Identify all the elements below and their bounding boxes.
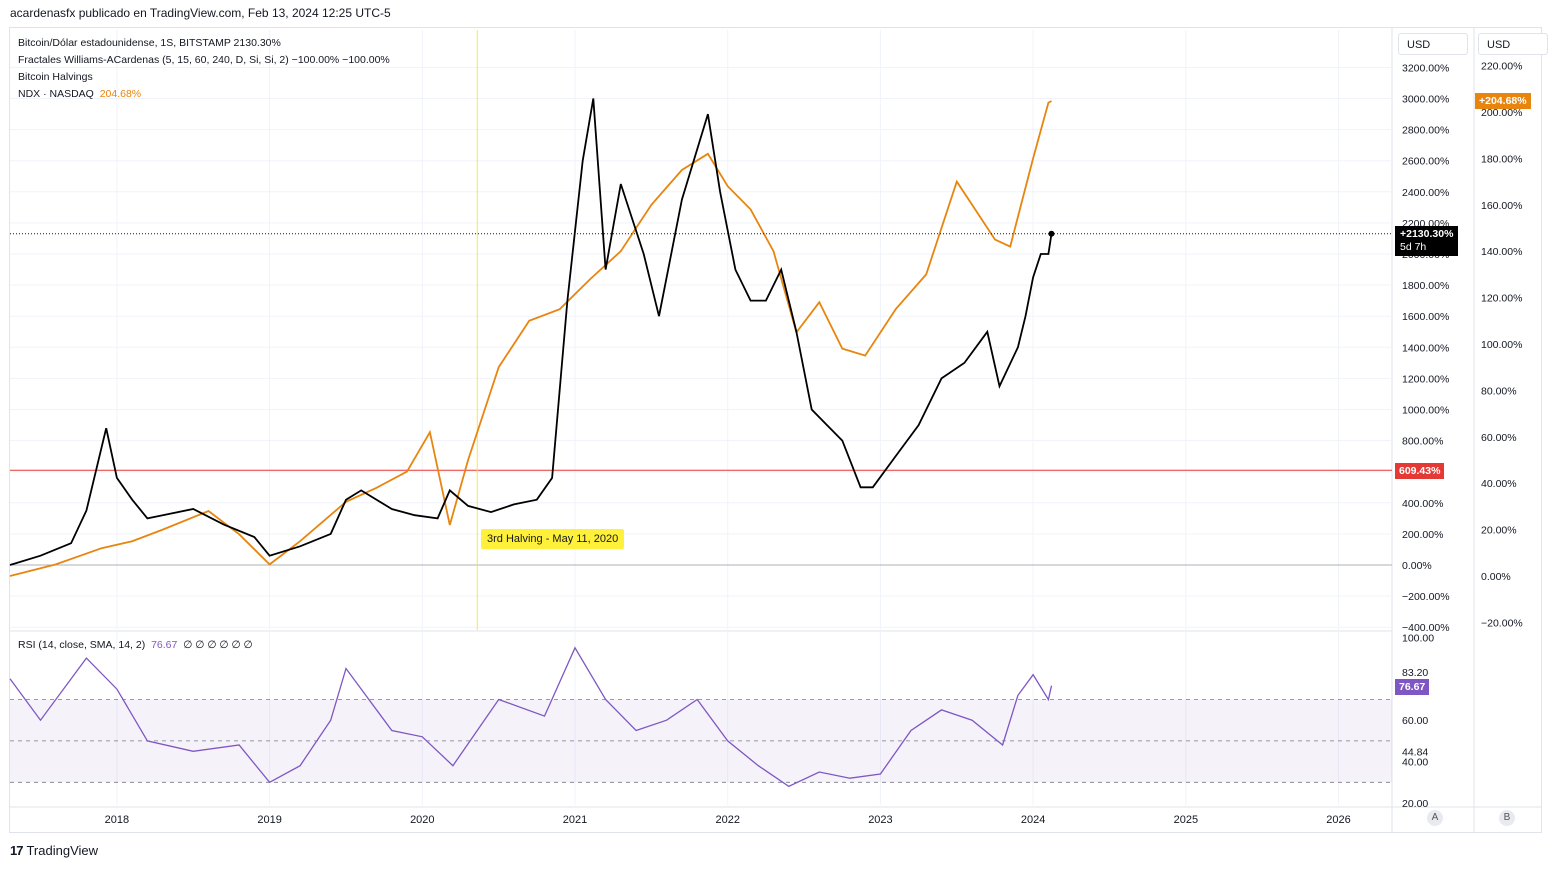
right-axis-tick-label: 180.00% — [1481, 153, 1522, 165]
left-axis-tick-label: −400.00% — [1402, 622, 1450, 634]
left-axis-tick-label: 2800.00% — [1402, 125, 1449, 137]
right-axis-tick-label: 80.00% — [1481, 385, 1517, 397]
ndx-series-line — [9, 100, 1052, 577]
right-axis-tick-label: 100.00% — [1481, 339, 1522, 351]
rsi-axis-tick-label: 100.00 — [1402, 632, 1434, 644]
x-axis-tick-label: 2019 — [257, 814, 281, 826]
right-axis-tick-label: 200.00% — [1481, 107, 1522, 119]
left-axis-tick-label: 3200.00% — [1402, 62, 1449, 74]
right-axis-tick-label: 60.00% — [1481, 432, 1517, 444]
left-axis-tick-label: 0.00% — [1402, 560, 1432, 572]
auto-scale-button[interactable]: A — [1427, 810, 1443, 826]
right-axis-tick-label: 140.00% — [1481, 246, 1522, 258]
x-axis-tick-label: 2026 — [1326, 814, 1350, 826]
left-axis-tick-label: 2600.00% — [1402, 156, 1449, 168]
rsi-legend[interactable]: RSI (14, close, SMA, 14, 2) 76.67 ∅ ∅ ∅ … — [18, 639, 253, 651]
right-axis-tick-label: 0.00% — [1481, 571, 1511, 583]
x-axis-tick-label: 2023 — [868, 814, 892, 826]
left-axis-tick-label: 800.00% — [1402, 436, 1443, 448]
left-axis-tick-label: 2400.00% — [1402, 187, 1449, 199]
btc-series-line — [9, 98, 1053, 566]
rsi-axis-tick-label: 44.84 — [1402, 747, 1428, 759]
x-axis-tick-label: 2022 — [715, 814, 739, 826]
rsi-axis-tick-label: 60.00 — [1402, 715, 1428, 727]
left-axis-tick-label: −200.00% — [1402, 591, 1450, 603]
left-axis-tick-label: 1000.00% — [1402, 405, 1449, 417]
right-axis-tick-label: 120.00% — [1481, 293, 1522, 305]
right-axis-tick-label: 160.00% — [1481, 200, 1522, 212]
left-axis-tick-label: 1800.00% — [1402, 280, 1449, 292]
btc-last-point — [1048, 230, 1055, 237]
right-axis-tick-label: −20.00% — [1481, 617, 1523, 629]
right-axis-tick-label: 20.00% — [1481, 525, 1517, 537]
left-axis-tick-label: 400.00% — [1402, 498, 1443, 510]
b-scale-button[interactable]: B — [1499, 810, 1515, 826]
footer: 17 TradingView — [10, 843, 98, 858]
publisher-header: acardenasfx publicado en TradingView.com… — [10, 6, 391, 20]
legend-halvings[interactable]: Bitcoin Halvings — [18, 71, 93, 83]
right-axis-tick-label: 220.00% — [1481, 61, 1522, 73]
left-axis-tick-label: 1400.00% — [1402, 342, 1449, 354]
left-axis-tick-label: 1600.00% — [1402, 311, 1449, 323]
rsi-badge: 76.67 — [1395, 679, 1430, 695]
rsi-axis-tick-label: 40.00 — [1402, 757, 1428, 769]
level-badge: 609.43% — [1395, 463, 1445, 479]
ndx-price-badge: +204.68% — [1475, 93, 1531, 109]
x-axis-tick-label: 2020 — [410, 814, 434, 826]
rsi-value: 76.67 — [151, 639, 178, 651]
right-axis-tick-label: 40.00% — [1481, 478, 1517, 490]
rsi-line — [9, 646, 1053, 788]
x-axis-tick-label: 2018 — [105, 814, 129, 826]
btc-value: +2130.30% — [1400, 228, 1454, 240]
legend-btc[interactable]: Bitcoin/Dólar estadounidense, 1S, BITSTA… — [18, 37, 281, 49]
left-axis-tick-label: 1200.00% — [1402, 373, 1449, 385]
rsi-axis-tick-label: 83.20 — [1402, 667, 1428, 679]
rsi-extras: ∅ ∅ ∅ ∅ ∅ ∅ — [183, 639, 253, 651]
x-axis-tick-label: 2021 — [563, 814, 587, 826]
x-axis-tick-label: 2025 — [1174, 814, 1198, 826]
footer-brand[interactable]: TradingView — [26, 843, 99, 858]
left-axis-tick-label: 3000.00% — [1402, 94, 1449, 106]
legend-ndx-name: NDX · NASDAQ — [18, 88, 94, 100]
left-scale-currency-button[interactable]: USD — [1398, 33, 1468, 55]
x-axis-tick-label: 2024 — [1021, 814, 1045, 826]
rsi-axis-tick-label: 20.00 — [1402, 798, 1428, 810]
tradingview-logo-icon: 17 — [10, 843, 24, 858]
halving-label: 3rd Halving - May 11, 2020 — [481, 529, 625, 549]
legend-fractals[interactable]: Fractales Williams-ACardenas (5, 15, 60,… — [18, 54, 390, 66]
btc-countdown: 5d 7h — [1400, 241, 1427, 253]
chart-frame — [9, 27, 1542, 833]
left-axis-tick-label: 200.00% — [1402, 529, 1443, 541]
right-scale-currency-button[interactable]: USD — [1478, 33, 1548, 55]
legend-ndx[interactable]: NDX · NASDAQ 204.68% — [18, 86, 390, 103]
btc-price-badge: +2130.30% 5d 7h — [1395, 226, 1459, 256]
legend-ndx-value: 204.68% — [99, 88, 142, 100]
chart-legend: Bitcoin/Dólar estadounidense, 1S, BITSTA… — [18, 35, 390, 103]
rsi-label: RSI (14, close, SMA, 14, 2) — [18, 639, 146, 651]
